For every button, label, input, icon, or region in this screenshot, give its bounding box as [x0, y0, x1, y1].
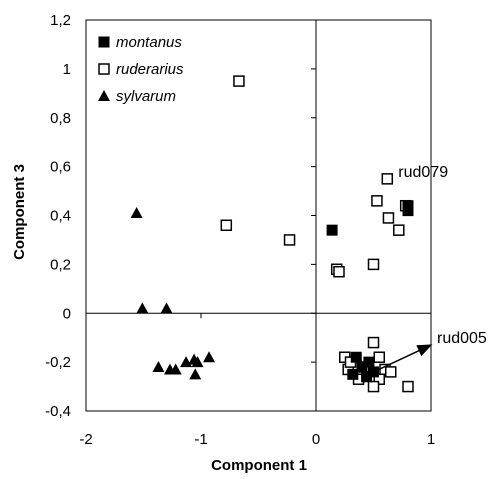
x-tick-label: 1: [427, 431, 435, 448]
sylvarum-point: [203, 351, 216, 363]
ruderarius-point: [233, 75, 245, 87]
x-tick-label: -2: [79, 431, 92, 448]
annotation-label: rud005: [437, 330, 487, 347]
ruderarius-point: [382, 212, 395, 224]
ruderarius-point: [402, 380, 414, 393]
sylvarum-point: [189, 368, 202, 380]
ruderarius-point: [373, 351, 385, 363]
ruderarius-point: [371, 195, 383, 207]
y-tick-label: 0,2: [50, 256, 71, 273]
montanus-point: [402, 200, 414, 212]
x-tick-label: -1: [194, 431, 207, 448]
montanus-point: [350, 351, 362, 363]
ruderarius-point: [220, 219, 233, 232]
sylvarum-point: [130, 207, 143, 219]
plot-frame: [85, 19, 432, 412]
sylvarum-point: [152, 361, 165, 373]
montanus-point: [347, 368, 359, 380]
montanus-point: [356, 361, 368, 373]
legend-label-ruderarius: ruderarius: [116, 61, 184, 78]
legend-marker-montanus: [98, 36, 110, 48]
x-axis-title: Component 1: [211, 457, 307, 474]
y-tick-label: 0: [63, 305, 71, 322]
annotations: rud079 rud005: [373, 164, 487, 373]
y-tick-label: 0,6: [50, 159, 71, 176]
legend: montanus ruderarius sylvarum: [98, 34, 184, 105]
y-tick-label: 0,4: [50, 208, 71, 225]
ruderarius-point: [367, 380, 380, 393]
sylvarum-point: [169, 363, 182, 375]
ruderarius-point: [367, 336, 380, 349]
y-tick-label: 1: [63, 61, 71, 78]
legend-marker-ruderarius: [98, 63, 110, 75]
sylvarum-point: [191, 356, 204, 368]
legend-label-montanus: montanus: [116, 34, 182, 51]
ruderarius-point: [367, 258, 380, 271]
ruderarius-point: [393, 224, 405, 236]
legend-marker-sylvarum: [98, 90, 110, 101]
y-axis-title: Component 3: [11, 164, 28, 260]
points-layer: [130, 75, 414, 393]
montanus-point: [361, 371, 373, 383]
y-tick-label: 1,2: [50, 12, 71, 29]
legend-label-sylvarum: sylvarum: [116, 88, 176, 105]
y-tick-label: -0,4: [45, 403, 71, 420]
x-tick-label: 0: [312, 431, 320, 448]
y-tick-label: 0,8: [50, 110, 71, 127]
annotation-label: rud079: [398, 164, 448, 181]
ruderarius-point: [385, 366, 397, 378]
montanus-point: [326, 224, 338, 236]
ruderarius-point: [333, 265, 345, 278]
annotation-arrow: [373, 344, 433, 373]
ruderarius-point: [283, 234, 296, 246]
sylvarum-point: [136, 302, 149, 314]
y-tick-label: -0,2: [45, 354, 71, 371]
ruderarius-point: [381, 173, 394, 185]
sylvarum-point: [160, 302, 173, 314]
ticks-layer: -0,4 -0,2 0 0,2 0,4 0,6 0,8 1 1,2 -2 -1 0 1: [45, 12, 435, 448]
